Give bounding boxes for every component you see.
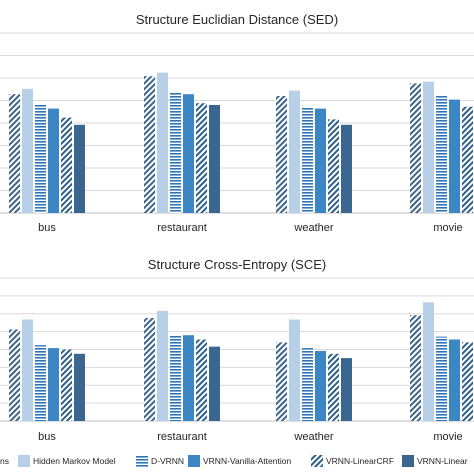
- legend-label: VRNN-LinearCRF: [326, 456, 394, 466]
- chart-1-bar: [209, 105, 220, 213]
- chart-2-category-label: bus: [38, 431, 56, 443]
- legend-label: Hidden Markov Model: [33, 456, 116, 466]
- chart-1-bar: [315, 108, 326, 213]
- chart-2-title: Structure Cross-Entropy (SCE): [148, 257, 326, 272]
- chart-1-bar: [341, 124, 352, 213]
- chart-2-bar: [157, 310, 168, 421]
- chart-1-category-label: bus: [38, 222, 56, 234]
- chart-2-bar: [48, 348, 59, 421]
- chart-1-bar: [157, 72, 168, 213]
- chart-2-category-label: weather: [293, 431, 333, 443]
- chart-2-bar: [289, 319, 300, 421]
- chart-2-bar: [209, 346, 220, 421]
- legend-label: VRNN-Linear: [417, 456, 468, 466]
- chart-2-bar: [9, 329, 20, 421]
- chart-1-bar: [35, 105, 46, 213]
- chart-1-bar: [449, 99, 460, 213]
- chart-1-bar: [462, 106, 473, 213]
- chart-1-bar: [410, 83, 421, 214]
- legend-swatch: [402, 455, 414, 467]
- chart-1-bar: [276, 96, 287, 213]
- chart-1-category-label: movie: [433, 222, 462, 234]
- legend-swatch: [188, 455, 200, 467]
- legend-swatch: [311, 455, 323, 467]
- chart-2-bar: [410, 315, 421, 421]
- chart-2-bar: [328, 353, 339, 421]
- chart-1-bar: [48, 108, 59, 213]
- chart-1-bar: [22, 88, 33, 213]
- chart-1-title: Structure Euclidian Distance (SED): [136, 12, 338, 27]
- legend-swatch: [18, 455, 30, 467]
- chart-1-bar: [144, 76, 155, 213]
- legend-swatch: [136, 455, 148, 467]
- chart-2-bar: [315, 350, 326, 421]
- chart-2-bar: [35, 345, 46, 421]
- chart-1-bar: [9, 94, 20, 213]
- chart-1-bar: [183, 94, 194, 213]
- chart-2-bar: [144, 318, 155, 421]
- chart-2-bar: [183, 335, 194, 421]
- chart-2-bar: [276, 342, 287, 421]
- chart-2-bar: [22, 319, 33, 421]
- chart-1-bar: [328, 119, 339, 213]
- chart-2-bar: [462, 342, 473, 421]
- chart-1-category-label: restaurant: [157, 222, 207, 234]
- chart-1-bar: [170, 92, 181, 213]
- chart-2-bar: [170, 335, 181, 421]
- chart-2-bar: [61, 349, 72, 421]
- chart-2-bar: [423, 302, 434, 421]
- chart-2-plot: bus restaurant weather movie: [0, 277, 474, 443]
- legend-partial-label: ns: [0, 456, 9, 466]
- chart-2-bar: [341, 358, 352, 421]
- chart-1-bar: [61, 117, 72, 213]
- chart-2-bar: [436, 336, 447, 421]
- chart-1-bar: [302, 106, 313, 213]
- chart-1-plot: bus restaurant weather movie: [0, 32, 474, 234]
- chart-2-bar: [74, 353, 85, 421]
- legend-label: VRNN-Vanilla-Attention: [203, 456, 291, 466]
- chart-2-category-label: restaurant: [157, 431, 207, 443]
- chart-1-category-label: weather: [293, 222, 333, 234]
- chart-1-bar: [289, 90, 300, 213]
- chart-2-bar: [302, 348, 313, 421]
- chart-2-bar: [449, 339, 460, 421]
- chart-2-bar: [196, 339, 207, 421]
- chart-2-category-label: movie: [433, 431, 462, 443]
- chart-1-bar: [196, 103, 207, 213]
- legend: ns Hidden Markov Model D-VRNN VRNN-Vanilla-…: [0, 455, 468, 467]
- chart-1-bar: [74, 124, 85, 213]
- legend-label: D-VRNN: [151, 456, 184, 466]
- chart-1-bar: [423, 81, 434, 213]
- chart-1-bar: [436, 96, 447, 213]
